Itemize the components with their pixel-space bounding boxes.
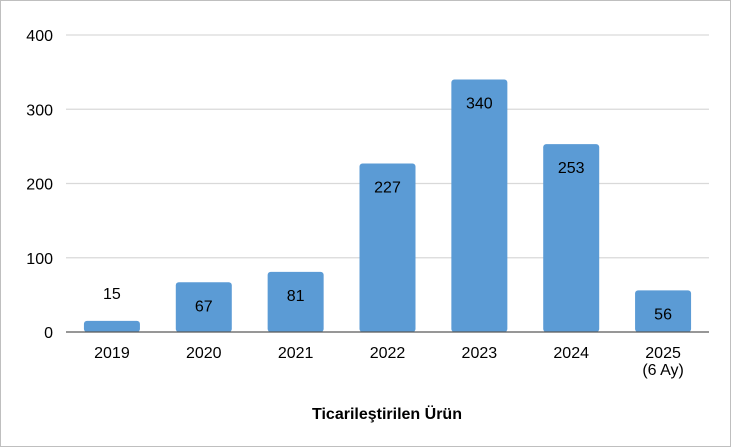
bar [83,320,140,332]
bar [267,271,324,332]
y-tick-label: 0 [44,325,53,342]
x-tick-label: 2023 [462,345,498,362]
bar [451,79,508,332]
x-tick-label: 2019 [94,345,130,362]
y-tick-label: 400 [26,28,53,45]
data-label: 340 [466,96,493,113]
bar [175,282,232,332]
bar [359,163,416,332]
bar [543,144,600,332]
y-tick-label: 100 [26,251,53,268]
x-tick-label: 2025 (6 Ay) [642,345,684,379]
bar [635,290,692,332]
data-label: 253 [558,160,585,177]
y-axis-ticks: 0 100 200 300 400 [26,28,53,342]
x-tick-label: 2021 [278,345,314,362]
x-tick-label: 2020 [186,345,222,362]
data-label: 56 [654,306,672,323]
x-tick-label: 2022 [370,345,406,362]
data-label: 227 [374,179,401,196]
data-labels: 15 67 81 227 340 253 56 [103,96,672,324]
data-label: 15 [103,286,121,303]
x-axis-ticks: 2019 2020 2021 2022 2023 2024 2025 (6 Ay) [94,345,684,379]
y-tick-label: 200 [26,177,53,194]
data-label: 81 [287,288,305,305]
y-tick-label: 300 [26,102,53,119]
x-axis-title: Ticarileştirilen Ürün [312,404,462,423]
x-tick-label: 2024 [553,345,589,362]
bars [83,79,692,332]
data-label: 67 [195,298,213,315]
